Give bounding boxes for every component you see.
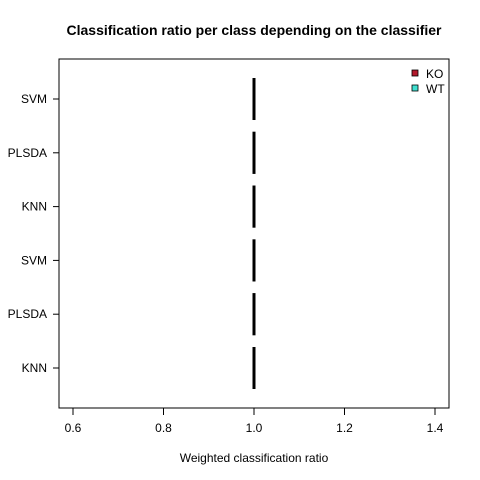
- bar-wt: [53, 78, 254, 120]
- legend-swatch-wt: [411, 84, 419, 92]
- legend-label-ko: KO: [426, 67, 443, 81]
- x-tick-label: 1.0: [246, 421, 263, 435]
- y-axis: SVM PLSDA KNN SVM PLSDA KNN: [8, 92, 60, 375]
- y-tick-label: KNN: [22, 200, 47, 214]
- ratio-marks: [53, 78, 256, 389]
- bar-ko: [53, 186, 254, 228]
- x-tick-label: 0.8: [155, 421, 172, 435]
- bar-ko: [53, 239, 254, 281]
- y-tick-label: KNN: [22, 361, 47, 375]
- bar-ko: [53, 347, 254, 389]
- chart-title: Classification ratio per class depending…: [67, 22, 443, 38]
- bar-wt: [53, 186, 254, 228]
- x-tick-label: 1.4: [427, 421, 444, 435]
- x-axis: 0.6 0.8 1.0 1.2 1.4: [65, 407, 444, 435]
- y-tick-label: PLSDA: [8, 146, 47, 160]
- bar-ko: [53, 78, 254, 120]
- bar-ko: [53, 293, 254, 335]
- bar-wt: [53, 239, 254, 281]
- y-tick-label: PLSDA: [8, 307, 47, 321]
- y-tick-label: SVM: [21, 253, 47, 267]
- legend-swatch-ko: [411, 69, 419, 77]
- x-axis-title: Weighted classification ratio: [180, 451, 329, 465]
- y-tick-label: SVM: [21, 92, 47, 106]
- legend-label-wt: WT: [426, 82, 445, 96]
- bar-wt: [53, 347, 254, 389]
- bar-ko: [53, 132, 254, 174]
- bar-wt: [53, 293, 254, 335]
- x-tick-label: 0.6: [65, 421, 82, 435]
- x-tick-label: 1.2: [336, 421, 353, 435]
- bar-wt: [53, 132, 254, 174]
